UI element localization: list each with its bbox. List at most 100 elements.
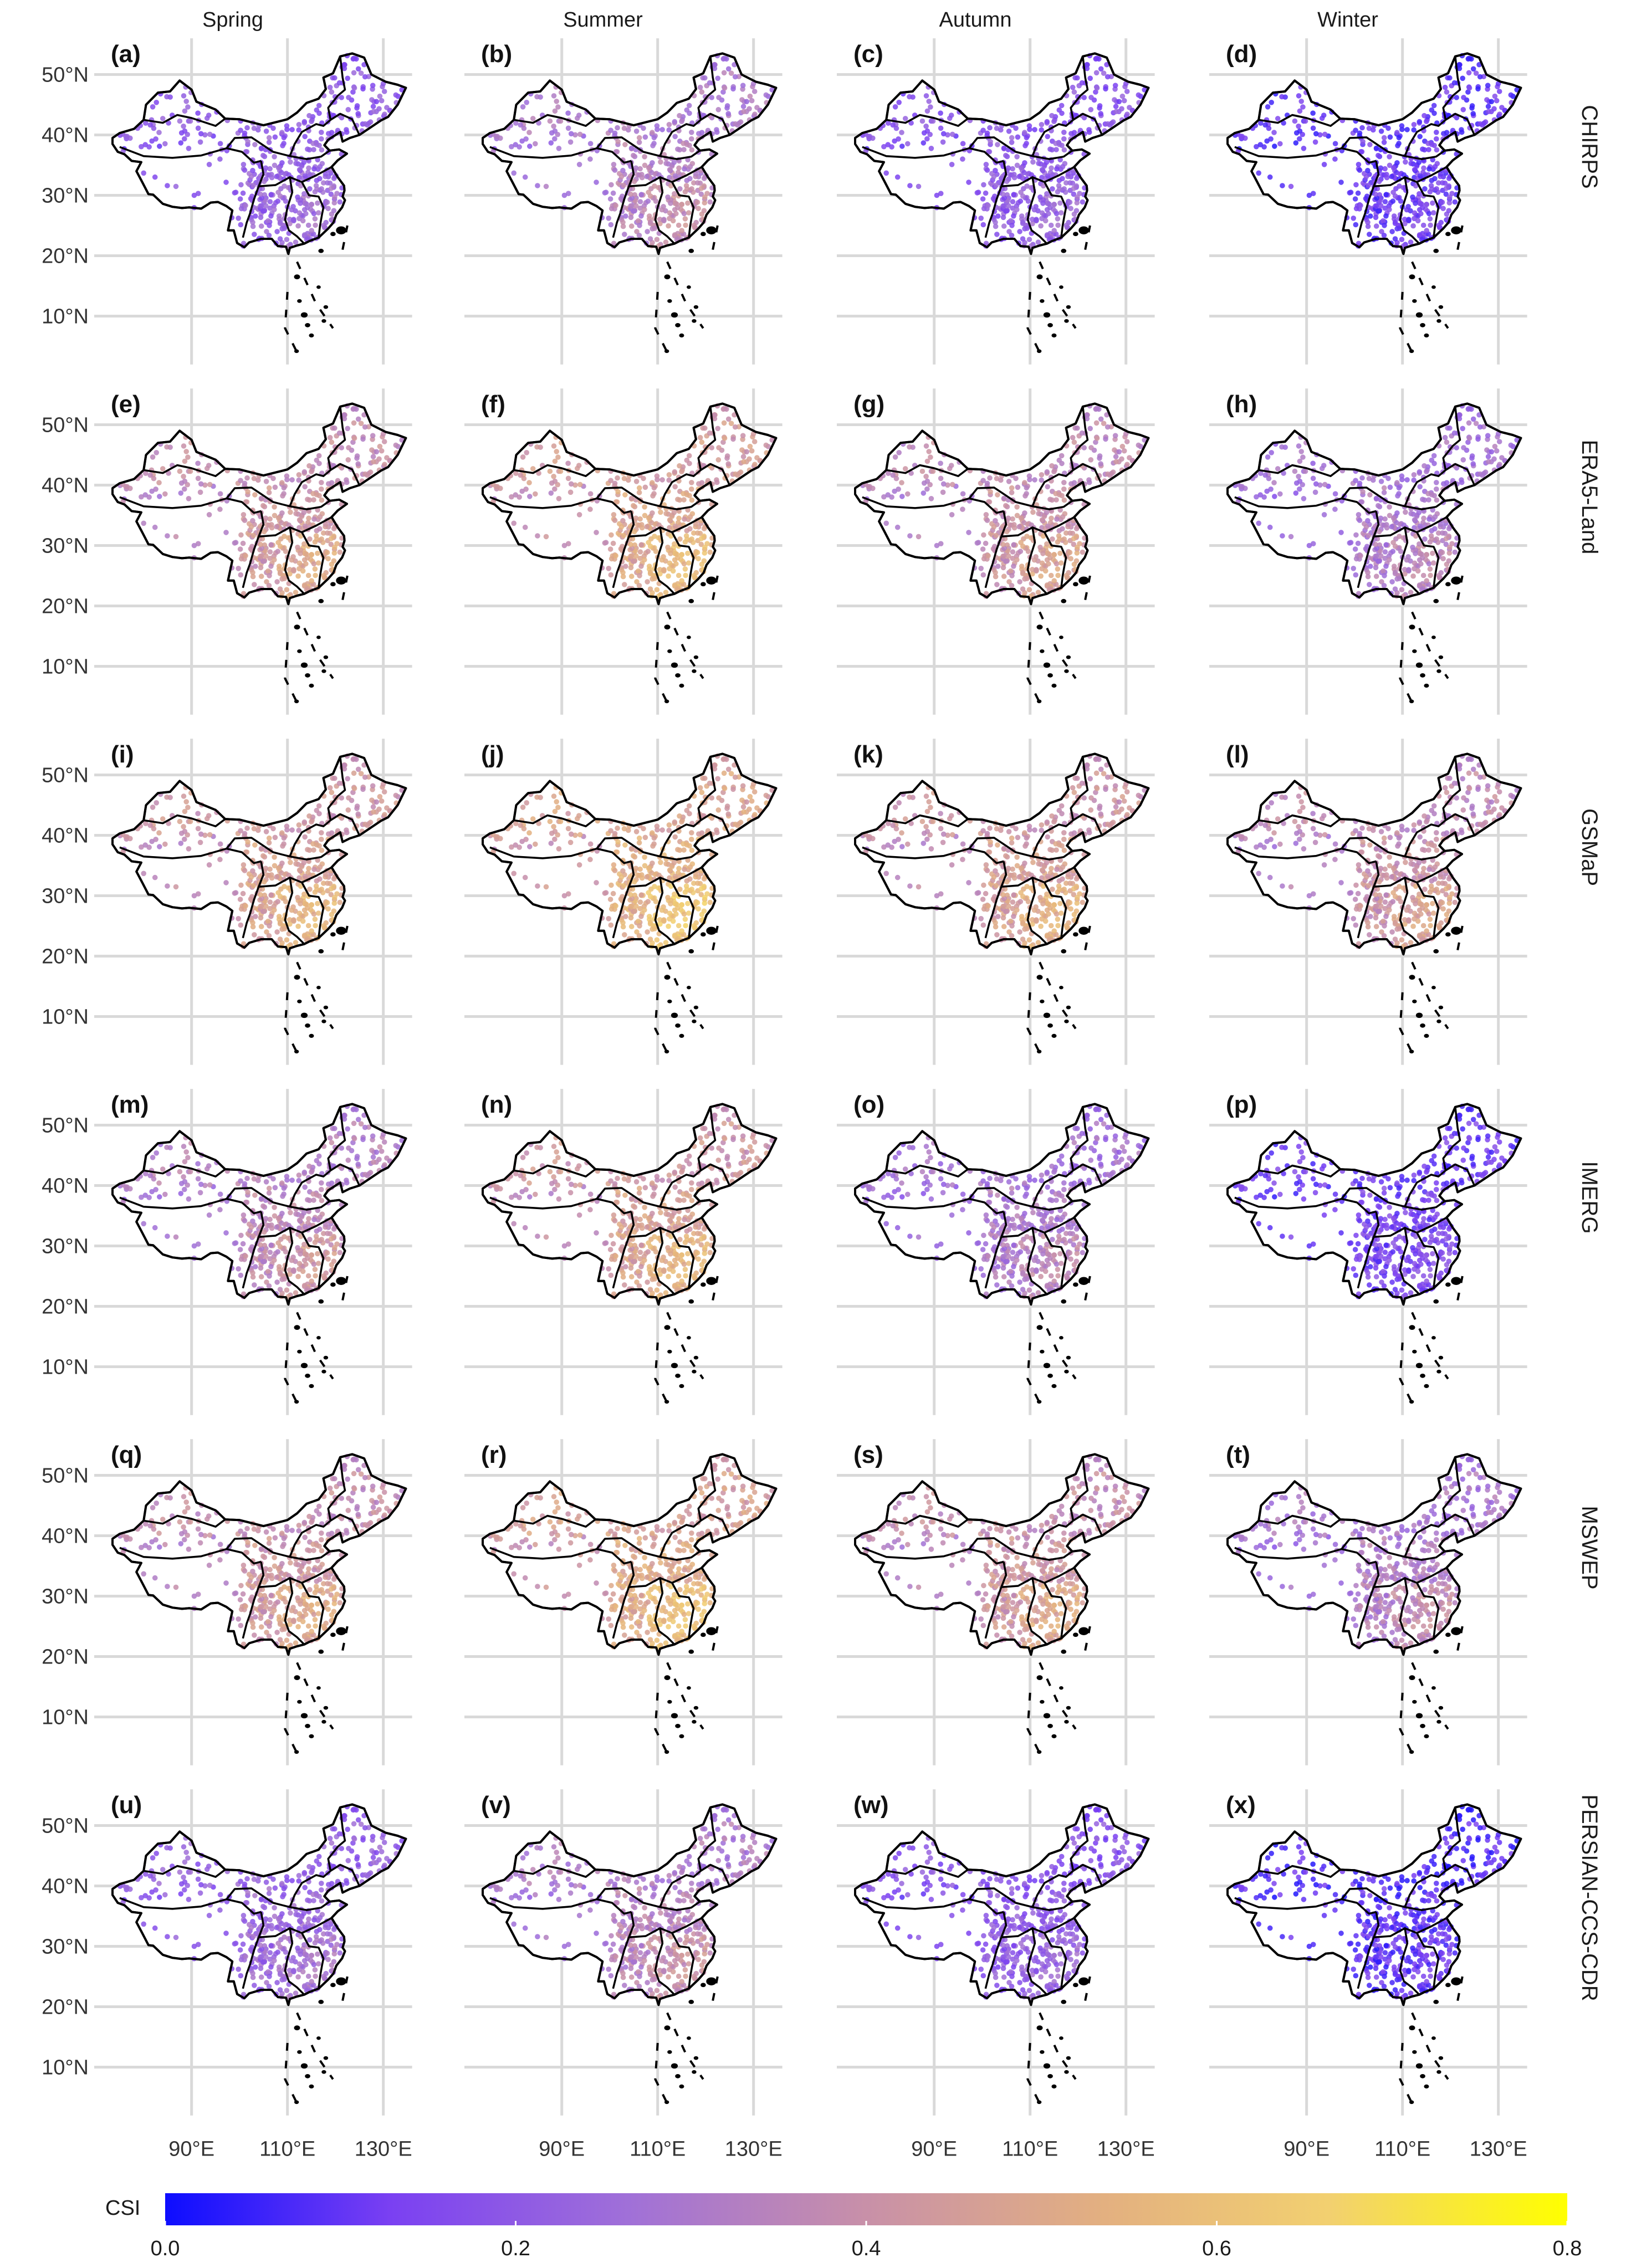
station-dot [650, 493, 656, 499]
station-dot [498, 135, 503, 141]
station-dot [724, 103, 730, 109]
station-dot [381, 439, 387, 444]
station-dots [488, 53, 775, 249]
station-dot [921, 490, 927, 496]
station-dot [1418, 173, 1423, 179]
station-dot [309, 119, 314, 124]
station-dot [1119, 456, 1124, 462]
station-dot [620, 574, 626, 580]
island-shape [1073, 582, 1078, 587]
station-dot [195, 110, 201, 116]
station-dot [329, 89, 335, 95]
station-dot [305, 572, 311, 578]
island-shape [316, 986, 321, 990]
station-dot [1071, 89, 1077, 95]
station-dot [632, 558, 637, 564]
island-shape [300, 312, 308, 318]
station-dot [707, 80, 713, 86]
station-dot [677, 147, 683, 153]
station-dot [645, 229, 650, 234]
station-dot [381, 89, 387, 94]
station-dot [707, 549, 713, 555]
station-dot [543, 534, 549, 540]
station-dot [303, 911, 309, 917]
station-dot [1087, 426, 1093, 432]
station-dot [715, 426, 720, 432]
station-dot [654, 587, 660, 592]
region-boundary [143, 114, 226, 127]
station-dot [1010, 199, 1016, 204]
station-dot [1044, 582, 1050, 588]
station-dot [311, 847, 316, 853]
station-dot [376, 806, 382, 812]
station-dot [149, 838, 155, 844]
station-dot [674, 551, 679, 557]
island-shape [1043, 312, 1051, 318]
station-dot [1036, 511, 1041, 516]
island-shape [1438, 655, 1444, 659]
station-dot [1399, 123, 1405, 129]
station-dot [668, 551, 673, 556]
station-dot [240, 190, 246, 196]
station-dot [934, 192, 940, 198]
station-dot [522, 174, 528, 180]
station-dot [552, 136, 558, 142]
station-dot [362, 774, 368, 780]
station-dot [331, 526, 337, 531]
station-dot [272, 834, 278, 841]
station-dot [1408, 161, 1414, 166]
island-shape [1078, 226, 1089, 234]
y-tick-label: 30°N [42, 535, 89, 558]
station-dot [1436, 573, 1441, 578]
station-dot [565, 460, 571, 466]
station-dot [1014, 154, 1020, 160]
station-dot [1378, 553, 1384, 559]
station-dot [730, 86, 736, 92]
station-dot [647, 569, 653, 575]
station-dot [1412, 167, 1418, 172]
station-dot [930, 118, 936, 124]
station-dot [127, 135, 133, 141]
station-dot [1434, 147, 1440, 153]
station-dot [263, 479, 269, 484]
station-dot [511, 520, 517, 526]
station-dot [272, 557, 277, 562]
station-dot [195, 475, 201, 482]
island-shape [309, 333, 314, 338]
station-dot [295, 194, 300, 200]
station-dot [301, 160, 307, 165]
station-dot [751, 439, 758, 444]
station-dot [899, 144, 905, 149]
station-dot [260, 152, 266, 158]
station-dot [1392, 193, 1398, 199]
station-dot [1020, 219, 1026, 225]
station-dot [1396, 485, 1402, 491]
region-boundary [119, 146, 262, 164]
station-dot [695, 530, 700, 536]
station-dot [178, 841, 184, 846]
station-dot [267, 205, 273, 211]
station-dot [1018, 165, 1024, 171]
station-dot [1382, 223, 1387, 228]
station-dot [689, 536, 694, 542]
station-dot [651, 485, 657, 491]
station-dot [987, 125, 993, 131]
station-dot [272, 907, 277, 913]
station-dot [238, 222, 244, 228]
station-dot [1353, 222, 1359, 228]
station-dot [740, 454, 746, 459]
station-dot [301, 232, 308, 238]
station-dot [1051, 119, 1057, 124]
station-dot [1496, 439, 1502, 444]
station-dot [1296, 93, 1302, 99]
station-dot [272, 207, 277, 213]
station-dot [250, 182, 257, 188]
station-dot [177, 818, 183, 825]
station-dot [1039, 566, 1045, 572]
station-dot [1107, 122, 1113, 128]
region-boundary [289, 112, 361, 157]
station-dot [306, 463, 312, 469]
station-dot [181, 124, 186, 129]
station-dot [1469, 406, 1474, 412]
station-dot [676, 165, 682, 171]
